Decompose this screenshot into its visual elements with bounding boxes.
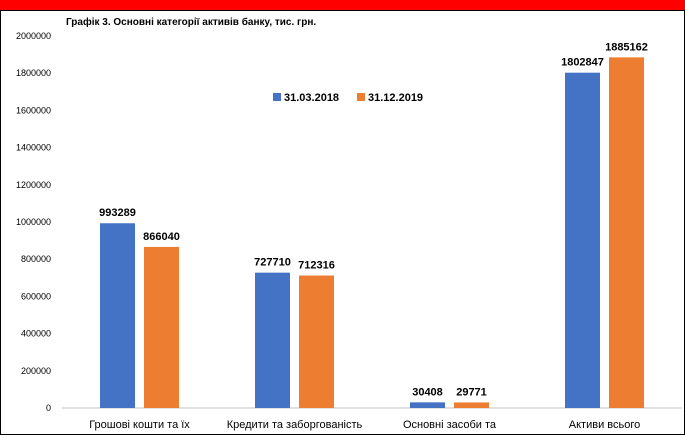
y-tick-label: 800000 (21, 254, 51, 264)
data-label: 29771 (456, 386, 487, 398)
legend-swatch (273, 93, 281, 101)
y-tick-label: 1000000 (16, 217, 51, 227)
data-label: 1885162 (605, 41, 648, 53)
bar (565, 72, 600, 408)
y-tick-label: 600000 (21, 291, 51, 301)
y-tick-label: 1800000 (16, 68, 51, 78)
data-label: 866040 (143, 231, 180, 243)
category-labels: Грошові кошти та їх Кредити та заборгован… (89, 419, 640, 431)
y-axis-ticks: 0 200000 400000 600000 800000 1000000 1200000 1… (16, 31, 51, 413)
data-label: 712316 (298, 260, 335, 272)
category-label: Основні засоби та (403, 419, 497, 431)
category-label: Грошові кошти та їх (89, 419, 190, 431)
bar (609, 57, 644, 409)
bar (255, 272, 290, 408)
legend-label: 31.03.2018 (284, 92, 339, 104)
category-label: Кредити та заборгованість (227, 419, 363, 431)
bar (100, 223, 135, 408)
y-tick-label: 200000 (21, 366, 51, 376)
legend: 31.03.2018 31.12.2019 (273, 92, 423, 104)
bar (299, 275, 334, 408)
bar (144, 246, 179, 408)
y-tick-label: 1400000 (16, 143, 51, 153)
y-tick-label: 1600000 (16, 105, 51, 115)
chart-title: Графік 3. Основні категорії активів банк… (66, 17, 317, 28)
legend-label: 31.12.2019 (368, 92, 423, 104)
top-accent-bar (0, 0, 685, 10)
data-label: 1802847 (561, 57, 604, 69)
y-tick-label: 400000 (21, 329, 51, 339)
data-labels: 993289 866040 727710 712316 30408 29771 180284… (99, 41, 648, 398)
category-label: Активи всього (569, 419, 640, 431)
bar (410, 402, 445, 408)
data-label: 30408 (412, 386, 443, 398)
y-tick-label: 1200000 (16, 180, 51, 190)
y-tick-label: 0 (46, 403, 51, 413)
bars (100, 57, 644, 409)
data-label: 993289 (99, 207, 136, 219)
y-tick-label: 2000000 (16, 31, 51, 41)
legend-swatch (357, 93, 365, 101)
bar (454, 402, 489, 408)
data-label: 727710 (254, 257, 291, 269)
